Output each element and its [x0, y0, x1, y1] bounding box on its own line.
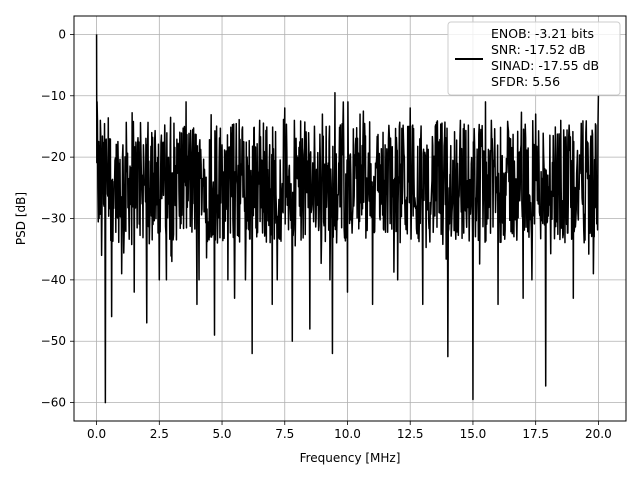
legend: ENOB: -3.21 bits SNR: -17.52 dB SINAD: -… [447, 21, 621, 96]
y-tick-label: −30 [41, 212, 66, 226]
y-tick-label: −40 [41, 273, 66, 287]
y-tick-label: 0 [58, 27, 66, 41]
legend-line-4: SFDR: 5.56 [491, 74, 560, 89]
x-tick-label: 15.0 [460, 427, 487, 441]
y-axis-ticks: 0 −10 −20 −30 −40 −50 −60 [41, 27, 74, 410]
x-axis-ticks: 0.0 2.5 5.0 7.5 10.0 12.5 15.0 17.5 20.0 [87, 421, 612, 441]
x-tick-label: 20.0 [585, 427, 612, 441]
x-tick-label: 2.5 [150, 427, 169, 441]
x-tick-label: 12.5 [397, 427, 424, 441]
legend-box [447, 21, 621, 96]
x-tick-label: 5.0 [212, 427, 231, 441]
y-axis-label: PSD [dB] [14, 192, 28, 245]
x-tick-label: 17.5 [522, 427, 549, 441]
legend-line-2: SNR: -17.52 dB [491, 42, 586, 57]
x-axis-label: Frequency [MHz] [300, 451, 401, 465]
legend-line-3: SINAD: -17.55 dB [491, 58, 599, 73]
y-tick-label: −10 [41, 89, 66, 103]
y-tick-label: −20 [41, 150, 66, 164]
x-tick-label: 0.0 [87, 427, 106, 441]
x-tick-label: 10.0 [334, 427, 361, 441]
psd-line [95, 34, 600, 404]
plot-area [95, 34, 600, 404]
legend-line-1: ENOB: -3.21 bits [491, 26, 594, 41]
x-tick-label: 7.5 [275, 427, 294, 441]
y-tick-label: −60 [41, 396, 66, 410]
y-tick-label: −50 [41, 334, 66, 348]
